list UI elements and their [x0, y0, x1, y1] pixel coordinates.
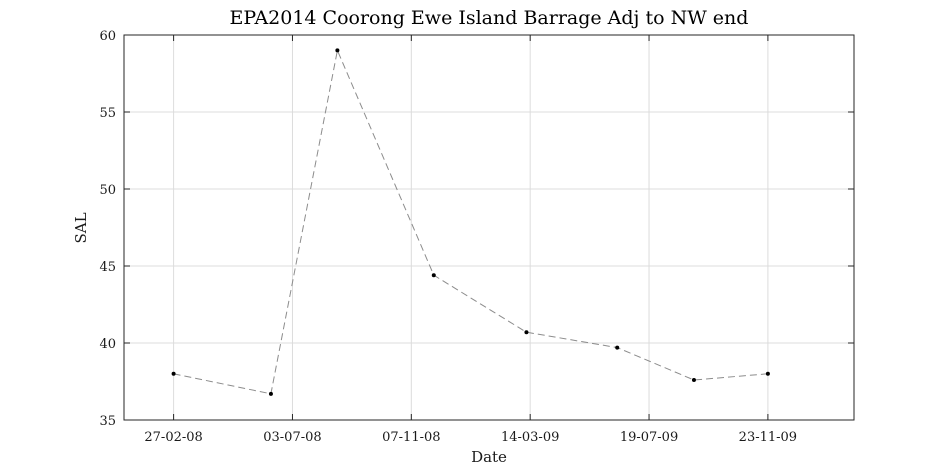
y-tick-label: 40: [99, 337, 116, 352]
y-tick-label: 50: [99, 183, 116, 198]
x-axis-label: Date: [471, 448, 507, 466]
x-tick-label: 19-07-09: [620, 430, 678, 445]
data-point: [268, 391, 273, 396]
grid-lines: [124, 34, 854, 421]
x-tick-label: 23-11-09: [739, 430, 797, 445]
x-tick-label: 07-11-08: [382, 430, 440, 445]
axis-ticks: 35 40 45 50 55 60 27-02-08 03-07-08 07-11-08 14-0…: [99, 29, 854, 445]
series-line: [173, 48, 768, 395]
data-point: [171, 371, 176, 376]
y-tick-label: 45: [99, 260, 116, 275]
y-tick-label: 35: [99, 414, 116, 429]
x-tick-label: 27-02-08: [144, 430, 202, 445]
y-tick-label: 55: [99, 106, 116, 121]
y-tick-label: 60: [99, 29, 116, 44]
chart-title: EPA2014 Coorong Ewe Island Barrage Adj t…: [230, 7, 749, 29]
data-point: [335, 48, 340, 53]
data-point: [765, 371, 770, 376]
data-series: [171, 48, 770, 396]
data-point: [691, 377, 696, 382]
plot-area-frame: [123, 34, 855, 421]
data-point: [524, 330, 529, 335]
data-point: [615, 345, 620, 350]
data-point: [431, 273, 436, 278]
x-tick-label: 14-03-09: [501, 430, 559, 445]
y-axis-label: SAL: [72, 212, 90, 243]
x-tick-label: 03-07-08: [263, 430, 321, 445]
